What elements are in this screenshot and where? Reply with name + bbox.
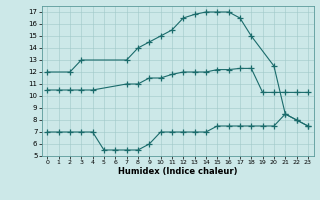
X-axis label: Humidex (Indice chaleur): Humidex (Indice chaleur) [118, 167, 237, 176]
